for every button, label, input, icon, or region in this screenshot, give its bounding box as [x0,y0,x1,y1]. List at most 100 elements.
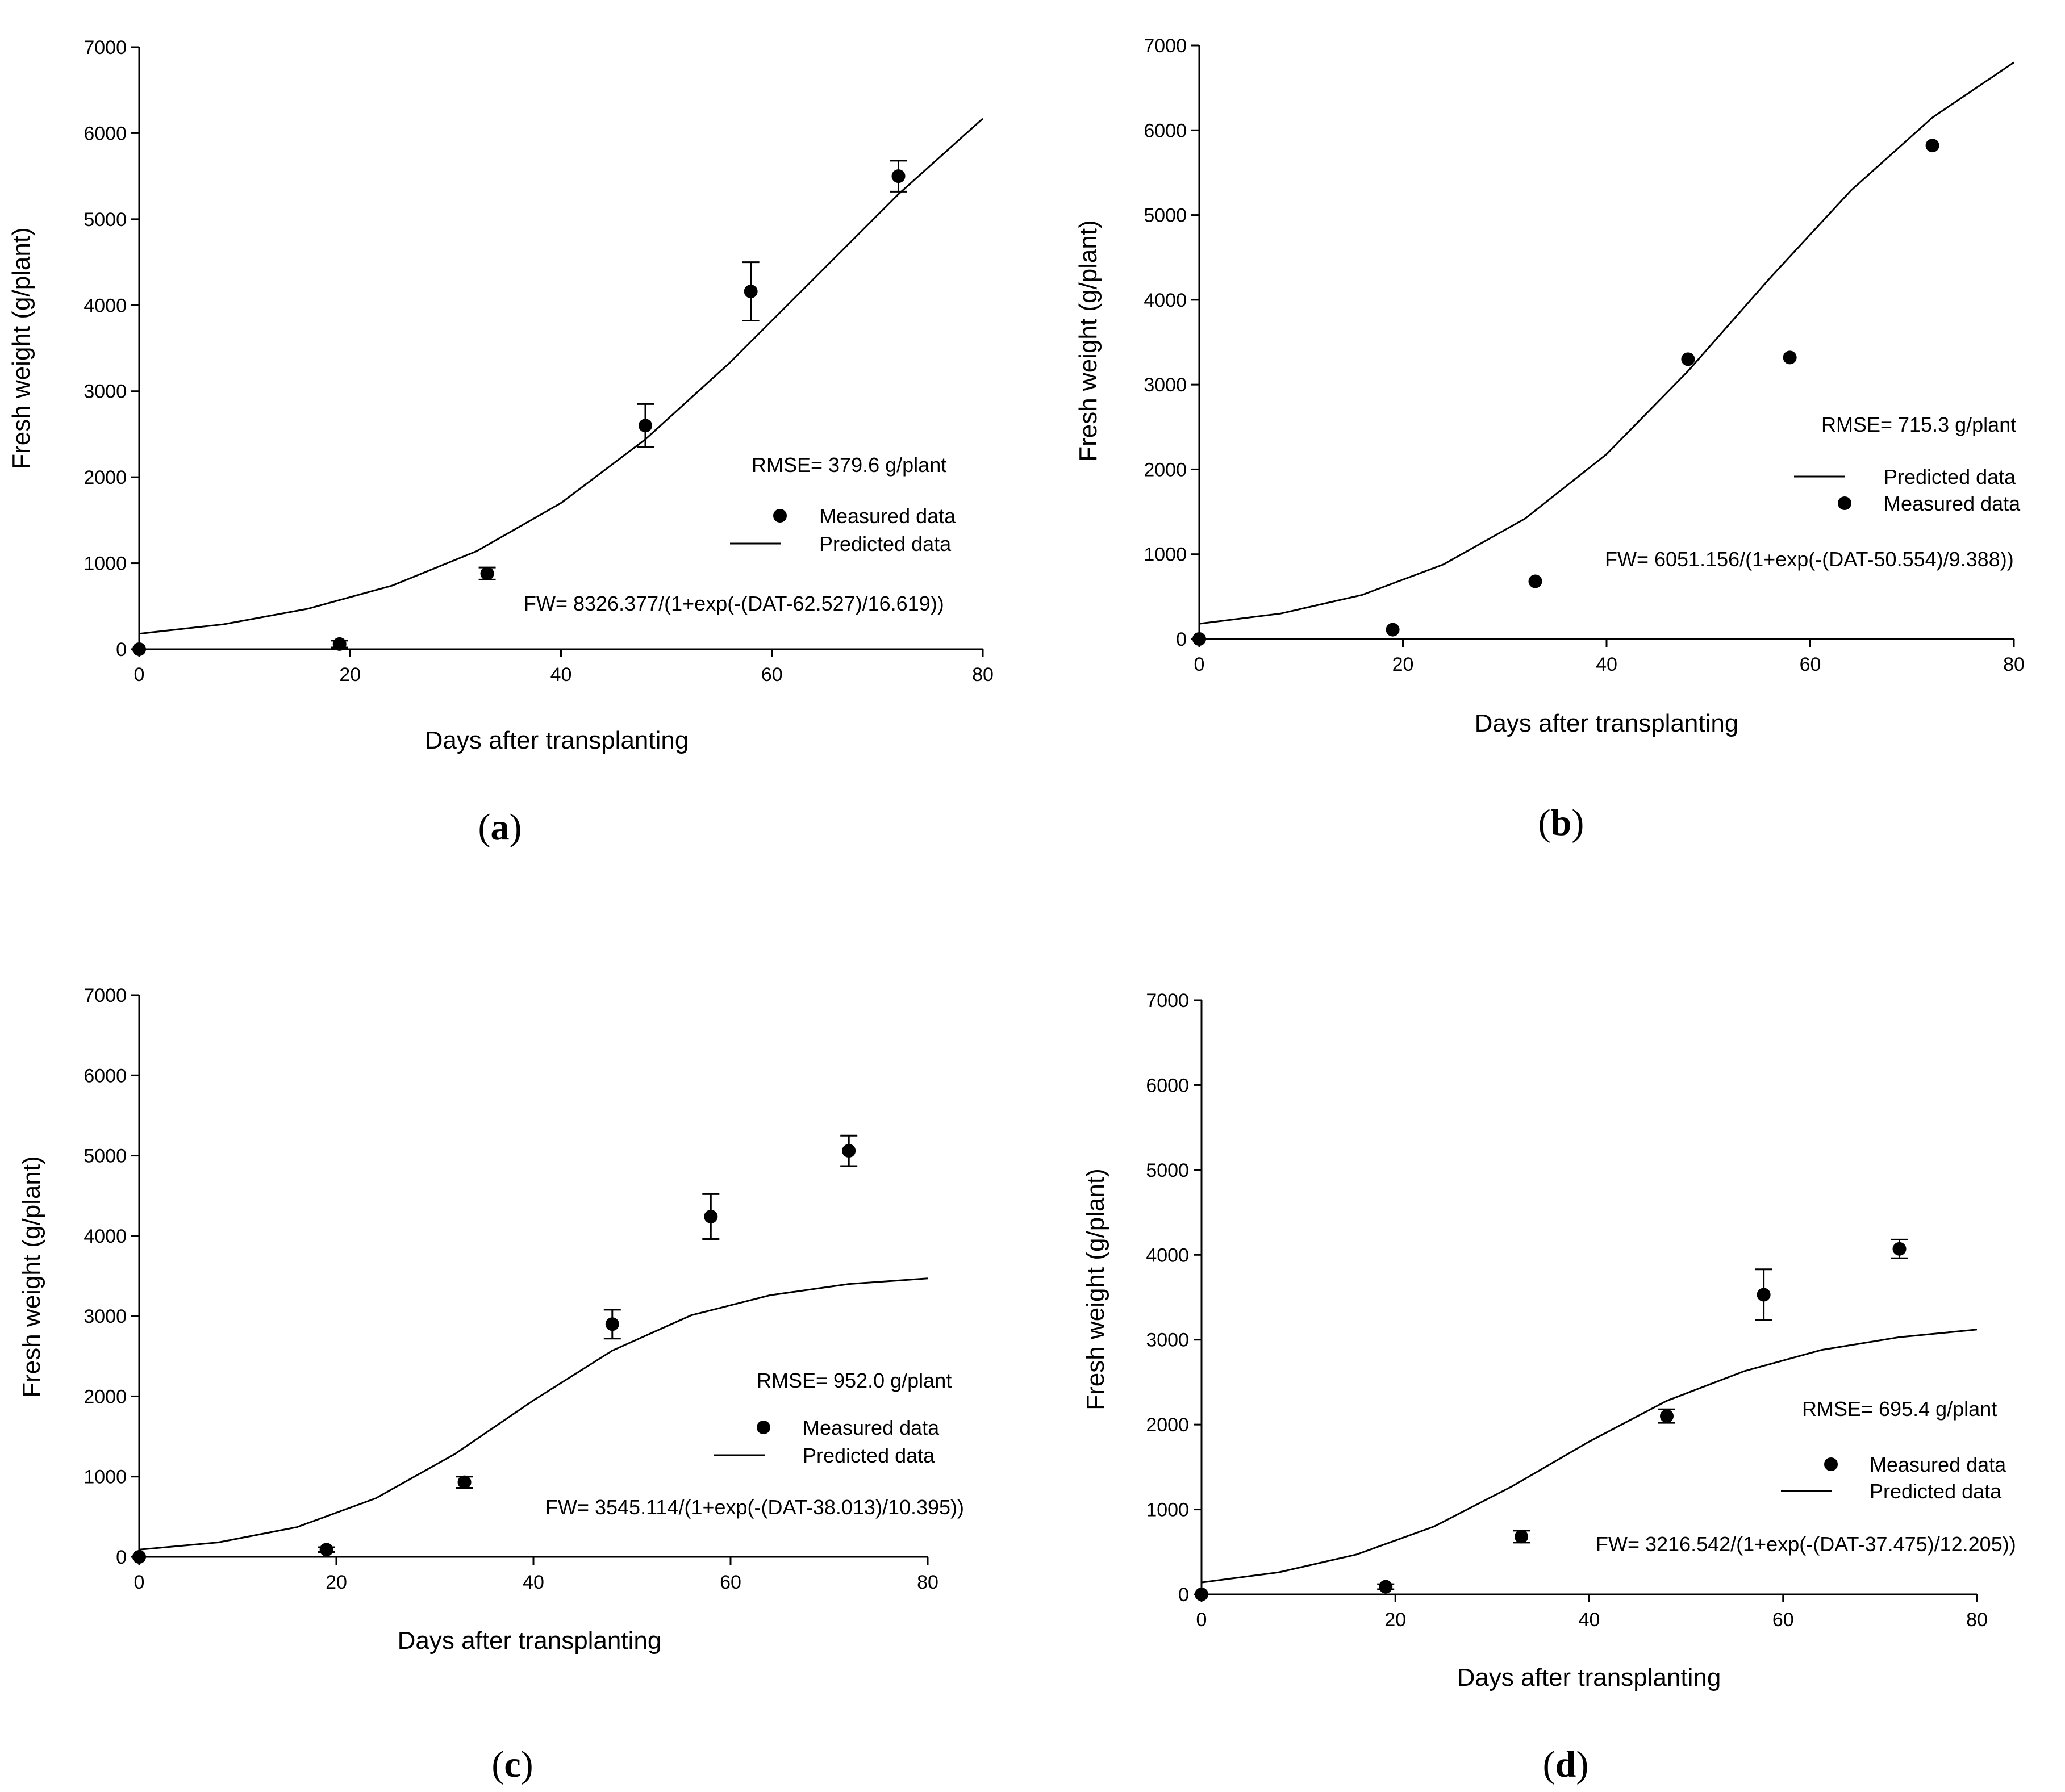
y-tick-label: 3000 [84,1306,127,1327]
x-tick-label: 20 [326,1572,347,1593]
predicted-series-line [139,1277,928,1551]
x-tick-label: 40 [1579,1609,1600,1631]
x-tick-label: 0 [134,1572,145,1593]
panel-label-close: ) [521,1744,533,1785]
legend-marker-measured [1824,1457,1838,1471]
legend-marker-measured [1838,496,1851,510]
x-tick-label: 80 [972,664,994,686]
measured-data-point [480,566,494,580]
y-tick-label: 1000 [1144,544,1187,566]
y-tick-label: 3000 [1144,374,1187,396]
panel-label: (a) [478,807,522,848]
predicted-series-line [1201,1329,1978,1584]
legend-label-predicted: Predicted data [803,1444,935,1467]
legend-entry-measured: Measured data [1838,492,2021,515]
equation-annotation: FW= 3216.542/(1+exp(-(DAT-37.475)/12.205… [1596,1532,2016,1556]
legend-label-predicted: Predicted data [1884,465,2016,488]
legend-label-measured: Measured data [1884,492,2021,515]
measured-data-point [744,285,758,299]
measured-data-point [332,637,347,651]
x-tick-label: 0 [1196,1609,1207,1631]
measured-data-point [704,1209,718,1223]
measured-data-point [1379,1580,1393,1594]
y-tick-label: 6000 [1146,1075,1189,1096]
x-tick-label: 80 [1966,1609,1988,1631]
x-axis-label: Days after transplanting [398,1627,662,1655]
measured-data-point [1386,623,1400,637]
measured-data-point [457,1475,472,1489]
x-tick-label: 40 [550,664,572,686]
equation-annotation: FW= 6051.156/(1+exp(-(DAT-50.554)/9.388)… [1605,548,2014,571]
x-tick-label: 60 [1772,1609,1794,1631]
panel-label: (c) [491,1744,533,1785]
rmse-annotation: RMSE= 952.0 g/plant [757,1369,952,1392]
legend-label-measured: Measured data [1870,1453,2006,1476]
y-tick-label: 4000 [1144,290,1187,311]
y-tick-label: 0 [116,1547,127,1568]
y-tick-label: 2000 [84,467,127,488]
measured-data-point [1783,350,1797,365]
y-tick-label: 3000 [84,381,127,403]
y-tick-label: 4000 [84,295,127,316]
panel-label-letter: d [1555,1744,1576,1785]
equation-annotation: FW= 8326.377/(1+exp(-(DAT-62.527)/16.619… [524,592,944,615]
panel-label-open: ( [491,1744,504,1785]
measured-data-point [842,1144,856,1158]
x-tick-label: 20 [1392,654,1414,675]
legend-entry-predicted: Predicted data [1794,465,2016,488]
y-tick-label: 7000 [84,37,127,59]
legend-label-predicted: Predicted data [1870,1480,2002,1503]
x-axis-label: Days after transplanting [425,726,689,754]
measured-data-point [1192,632,1206,646]
legend-entry-predicted: Predicted data [714,1444,935,1467]
y-tick-label: 5000 [1144,205,1187,227]
x-tick-label: 60 [761,664,783,686]
panel-label: (b) [1538,802,1584,843]
measured-data-point [1515,1530,1529,1544]
x-axis-label: Days after transplanting [1475,709,1739,737]
legend-entry-measured: Measured data [773,504,956,528]
rmse-annotation: RMSE= 695.4 g/plant [1802,1397,1997,1421]
measured-data-point [639,419,652,433]
y-tick-label: 2000 [84,1386,127,1407]
measured-data-point [1892,1242,1907,1256]
panel-label: (d) [1543,1744,1589,1785]
legend-entry-predicted: Predicted data [730,532,952,555]
measured-data-point [891,169,906,183]
panel-label-letter: c [504,1744,520,1785]
measured-data-point [1660,1409,1674,1423]
y-axis-label: Fresh weight (g/plant) [7,227,35,469]
y-tick-label: 4000 [84,1226,127,1247]
y-tick-label: 1000 [84,1467,127,1488]
y-tick-label: 2000 [1146,1414,1189,1436]
x-tick-label: 60 [720,1572,741,1593]
predicted-series-line [139,118,984,635]
legend-entry-measured: Measured data [1824,1453,2006,1476]
panel-label-letter: a [491,807,510,848]
y-tick-label: 2000 [1144,459,1187,481]
legend-marker-measured [773,509,787,523]
panel-label-close: ) [1576,1744,1588,1785]
y-tick-label: 5000 [84,209,127,231]
y-tick-label: 0 [1178,1584,1189,1606]
x-tick-label: 20 [1384,1609,1406,1631]
rmse-annotation: RMSE= 715.3 g/plant [1821,413,2016,436]
legend-label-measured: Measured data [803,1416,940,1439]
y-tick-label: 6000 [1144,120,1187,141]
measured-data-point [132,642,146,656]
measured-data-point [1757,1288,1771,1302]
y-axis-label: Fresh weight (g/plant) [1082,1168,1109,1410]
chart-panel-b: 0 1000 2000 3000 4000 5000 6000 7000 0 20 40 60 80 Da… [1074,35,2025,843]
panel-label-open: ( [1543,1744,1555,1785]
x-tick-label: 80 [2003,654,2025,675]
measured-data-point [132,1550,146,1564]
y-tick-label: 3000 [1146,1330,1189,1351]
measured-data-point [1528,574,1542,588]
x-tick-label: 40 [523,1572,544,1593]
y-tick-label: 7000 [1146,990,1189,1012]
predicted-series-line [1199,61,2014,625]
x-tick-label: 0 [134,664,145,686]
y-tick-label: 7000 [84,985,127,1006]
chart-panel-d: 0 1000 2000 3000 4000 5000 6000 7000 0 20 40 60 80 Da… [1082,990,2016,1785]
